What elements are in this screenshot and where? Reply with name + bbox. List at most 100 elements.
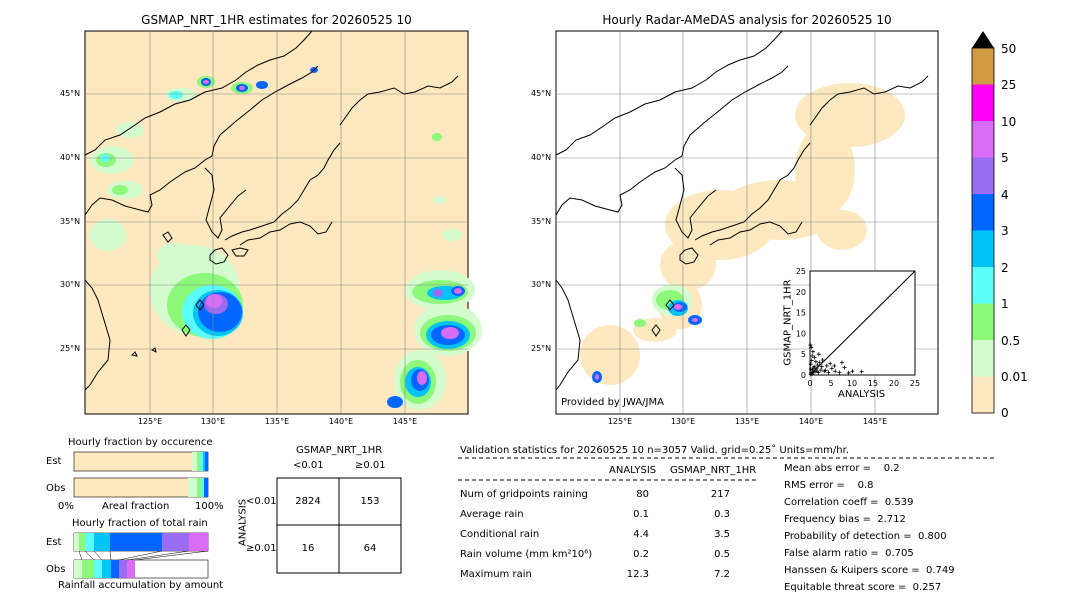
rain-obs-seg [102, 560, 111, 578]
colorbar-label: 5 [1001, 151, 1009, 165]
colorbar-label: 4 [1001, 188, 1009, 202]
rain-patch [169, 91, 183, 99]
score-line: Equitable threat score = 0.257 [784, 582, 942, 593]
validation-header: Validation statistics for 20260525 10 n=… [460, 445, 849, 456]
validation-row-analysis: 12.3 [626, 569, 649, 580]
colorbar-label: 10 [1001, 115, 1017, 129]
scatter-point [819, 364, 824, 369]
est-bar-seg [205, 452, 208, 471]
scatter-point [810, 353, 815, 358]
occurence-xlabel: Areal fraction [102, 501, 170, 512]
rain-est-seg [74, 533, 79, 551]
scatter-point [818, 368, 823, 373]
scatter-point [839, 360, 844, 365]
contingency-col-lt: <0.01 [293, 460, 324, 471]
right-lat-label: 25°N [531, 344, 552, 353]
left-lon-label: 135°E [264, 417, 290, 426]
rain-patch [442, 229, 462, 241]
scatter-xtick: 5 [828, 379, 833, 388]
scatter-point [823, 368, 828, 373]
validation-row-analysis: 80 [636, 489, 649, 500]
est-bar-seg [200, 452, 203, 471]
scatter-point [816, 352, 821, 357]
scatter-points [808, 343, 864, 377]
score-line: Correlation coeff = 0.539 [784, 497, 914, 508]
rain-patch [157, 243, 193, 267]
scatter-diagonal [809, 270, 916, 376]
est-bar-seg [203, 452, 205, 471]
occurence-0pct: 0% [58, 501, 74, 512]
colorbar-segment [972, 303, 994, 340]
validation-row-label: Num of gridpoints raining [460, 489, 588, 500]
scatter-point [815, 369, 820, 374]
scatter-point [813, 359, 818, 364]
rain-patch [432, 133, 442, 141]
score-line: Frequency bias = 2.712 [784, 514, 906, 525]
colorbar-segment [972, 267, 994, 304]
validation-row-analysis: 4.4 [633, 529, 649, 540]
right-lon-label: 125°E [607, 417, 633, 426]
right-lat-label: 35°N [531, 217, 552, 226]
validation-row-gsmap: 7.2 [714, 569, 730, 580]
colorbar-label: 50 [1001, 42, 1017, 56]
left-lon-label: 130°E [200, 417, 226, 426]
validation-row-gsmap: 3.5 [714, 529, 730, 540]
rain-patch [116, 122, 144, 138]
colorbar-segment [972, 376, 994, 413]
left-lat-label: 35°N [60, 217, 81, 226]
rain-patch [90, 219, 126, 251]
scatter-xtick: 0 [807, 379, 812, 388]
validation-row-label: Rain volume (mm km²10⁶) [460, 549, 593, 560]
scatter-point [810, 349, 815, 354]
validation-col-analysis: ANALYSIS [609, 465, 657, 476]
contingency-row-lt: <0.01 [246, 496, 277, 507]
scatter-xtick: 10 [847, 379, 857, 388]
obs-bar-seg [204, 478, 208, 497]
score-line: Probability of detection = 0.800 [784, 531, 947, 542]
left-map-frame [84, 30, 469, 415]
colorbar-label: 3 [1001, 224, 1009, 238]
rain-patch [433, 289, 443, 297]
rain-obs-seg [127, 560, 135, 578]
validation-row-analysis: 0.1 [633, 509, 649, 520]
colorbar-segment [972, 84, 994, 121]
left-grid [85, 31, 468, 414]
rain-fraction-xlabel: Rainfall accumulation by amount [58, 580, 224, 591]
contingency-col-ge: ≥0.01 [355, 460, 386, 471]
rain-patch [417, 371, 427, 385]
colorbar-label: 25 [1001, 78, 1017, 92]
contingency-cell: 64 [363, 543, 377, 554]
contingency-cell: 153 [360, 496, 380, 507]
rain-est-seg [162, 533, 189, 551]
validation-row-label: Maximum rain [460, 569, 532, 580]
scatter-point [812, 355, 817, 360]
scatter-point [826, 370, 831, 375]
left-lon-label: 125°E [137, 417, 163, 426]
rain-obs-seg [74, 560, 82, 578]
scatter-point [832, 363, 837, 368]
rain-patch [112, 185, 128, 195]
left-lat-label: 25°N [60, 344, 81, 353]
colorbar-label: 1 [1001, 297, 1009, 311]
obs-bar-seg [197, 478, 201, 497]
scatter-point [850, 369, 855, 374]
colorbar-segments [972, 48, 994, 413]
colorbar-label: 0.01 [1001, 370, 1028, 384]
scatter-point [842, 365, 847, 370]
colorbar-frame [971, 47, 995, 414]
right-coastlines [555, 30, 929, 391]
rain-patch [441, 327, 459, 339]
scatter-xlabel: ANALYSIS [838, 389, 886, 400]
scatter-point [833, 369, 838, 374]
validation-row-label: Conditional rain [460, 529, 540, 540]
right-lat-label: 40°N [531, 153, 552, 162]
scatter-ytick: 20 [796, 288, 806, 297]
obs-bar-seg [188, 478, 197, 497]
